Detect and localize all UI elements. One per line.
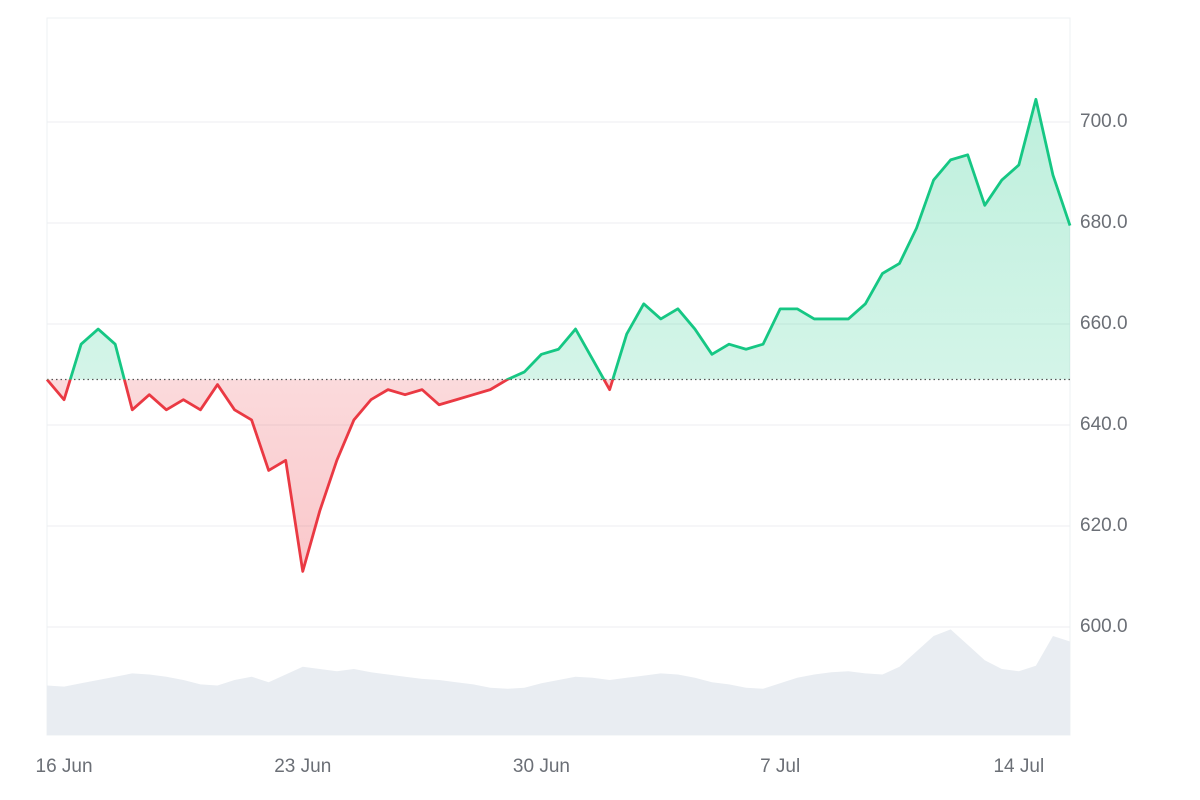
- y-tick-label: 600.0: [1080, 616, 1128, 637]
- y-tick-label: 660.0: [1080, 313, 1128, 334]
- price-line-up: [47, 97, 1072, 380]
- x-tick-label: 16 Jun: [36, 756, 93, 777]
- x-tick-label: 23 Jun: [274, 756, 331, 777]
- y-tick-label: 640.0: [1080, 414, 1128, 435]
- y-tick-label: 620.0: [1080, 515, 1128, 536]
- area-up: [70, 99, 1070, 380]
- area-down: [47, 379, 1070, 572]
- x-tick-label: 14 Jul: [993, 756, 1044, 777]
- x-tick-label: 30 Jun: [513, 756, 570, 777]
- price-line-down: [45, 379, 615, 573]
- y-tick-label: 700.0: [1080, 111, 1128, 132]
- y-tick-label: 680.0: [1080, 212, 1128, 233]
- volume-area: [47, 629, 1070, 735]
- x-tick-label: 7 Jul: [760, 756, 800, 777]
